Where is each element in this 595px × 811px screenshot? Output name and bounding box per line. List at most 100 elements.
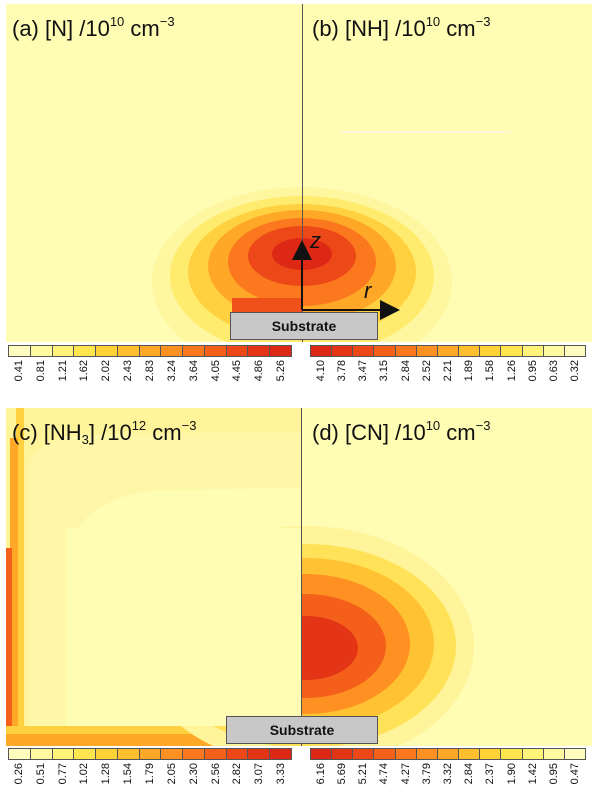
- nh3-bottom-edge-2: [6, 734, 236, 746]
- colorbar-tick-label: 1.21: [56, 360, 69, 382]
- colorbar-cell: [310, 748, 332, 760]
- colorbar-tick: 3.47: [352, 360, 373, 400]
- colorbar-tick-label: 0.47: [569, 763, 582, 785]
- colorbar-tick-label: 2.84: [463, 763, 476, 785]
- panel-b-unit-exp: −3: [475, 14, 491, 29]
- colorbar-tick: 0.77: [52, 763, 74, 803]
- z-axis-label: z: [310, 228, 321, 253]
- colorbar-cell: [51, 345, 74, 357]
- colorbar-cell: [521, 345, 543, 357]
- colorbar-bottom-right: [310, 748, 587, 760]
- colorbar-cell: [479, 345, 501, 357]
- colorbar-cell: [542, 345, 564, 357]
- top-panel-divider: [302, 4, 303, 342]
- colorbar-cell: [95, 748, 117, 760]
- colorbar-cell: [29, 345, 52, 357]
- colorbar-tick-label: 3.15: [378, 360, 391, 382]
- colorbar-top-right: [310, 345, 587, 357]
- colorbar-tick: 0.95: [522, 360, 543, 400]
- panel-d-unit: cm: [440, 420, 476, 445]
- colorbar-tick: 1.90: [501, 763, 522, 803]
- panel-d-title-text: (d) [CN] /10: [312, 420, 426, 445]
- colorbar-top-left: [8, 345, 292, 357]
- colorbar-cell: [8, 345, 30, 357]
- colorbar-tick-label: 4.45: [231, 360, 244, 382]
- colorbar-tick-label: 3.79: [420, 763, 433, 785]
- colorbar-tick: 4.74: [374, 763, 395, 803]
- colorbar-tick: 2.82: [226, 763, 248, 803]
- colorbar-tick-label: 2.52: [420, 360, 433, 382]
- colorbar-tick: 1.21: [52, 360, 74, 400]
- colorbar-cell: [352, 345, 374, 357]
- colorbar-cell: [500, 748, 522, 760]
- colorbar-tick-label: 3.24: [165, 360, 178, 382]
- colorbar-cell: [394, 748, 416, 760]
- colorbar-tick: 2.83: [139, 360, 161, 400]
- colorbar-cell: [415, 345, 437, 357]
- panel-a-title: (a) [N] /1010 cm−3: [12, 14, 175, 42]
- colorbar-cell: [394, 345, 416, 357]
- colorbar-tick-label: 2.43: [122, 360, 135, 382]
- colorbar-tick: 2.21: [437, 360, 458, 400]
- bottom-contour-map: [6, 408, 474, 746]
- colorbar-tick-label: 1.42: [526, 763, 539, 785]
- panel-c-mid: ] /10: [88, 420, 132, 445]
- n-density-substrate-band: [232, 298, 302, 312]
- colorbar-tick: 0.81: [30, 360, 52, 400]
- colorbar-cell: [116, 748, 139, 760]
- colorbar-tick: 3.78: [331, 360, 352, 400]
- colorbar-cell: [269, 345, 292, 357]
- colorbar-tick: 1.54: [117, 763, 139, 803]
- colorbar-cell: [160, 748, 183, 760]
- panel-b-title-text: (b) [NH] /10: [312, 16, 426, 41]
- colorbar-cell: [373, 345, 395, 357]
- colorbar-cell: [331, 748, 353, 760]
- colorbar-tick: 0.41: [8, 360, 30, 400]
- colorbar-tick-label: 4.86: [253, 360, 266, 382]
- colorbar-tick: 6.16: [310, 763, 331, 803]
- colorbar-cell: [331, 345, 353, 357]
- colorbar-tick-label: 3.64: [187, 360, 200, 382]
- colorbar-tick-label: 3.32: [442, 763, 455, 785]
- colorbar-tick-label: 1.26: [505, 360, 518, 382]
- colorbar-tick-label: 4.74: [378, 763, 391, 785]
- colorbar-tick: 0.26: [8, 763, 30, 803]
- colorbar-cell: [182, 748, 204, 760]
- colorbar-cell: [415, 748, 437, 760]
- colorbar-tick-label: 3.33: [275, 763, 288, 785]
- colorbar-tick-label: 4.10: [314, 360, 327, 382]
- colorbar-tick-label: 2.02: [100, 360, 113, 382]
- panel-c-unit-exp: −3: [181, 418, 197, 433]
- colorbar-tick-label: 2.05: [165, 763, 178, 785]
- ticks-bottom-right: 6.16 5.69 5.21 4.74 4.27 3.79 3.32 2.84 2.37 1.90…: [310, 763, 586, 803]
- colorbar-tick-label: 3.78: [335, 360, 348, 382]
- colorbar-tick-label: 5.21: [357, 763, 370, 785]
- colorbar-cell: [436, 748, 459, 760]
- colorbar-tick-label: 2.21: [442, 360, 455, 382]
- nh3-left-edge-3: [6, 548, 12, 746]
- colorbar-cell: [73, 345, 96, 357]
- substrate-top: Substrate: [230, 312, 378, 340]
- colorbar-tick: 1.26: [501, 360, 522, 400]
- bottom-contour-panel: [6, 408, 592, 746]
- colorbar-cell: [310, 345, 332, 357]
- ticks-top-left: 0.41 0.81 1.21 1.62 2.02 2.43 2.83 3.24 3.64 4.05…: [8, 360, 292, 400]
- panel-a-exp: 10: [109, 14, 125, 29]
- colorbar-tick: 4.27: [395, 763, 416, 803]
- colorbar-tick: 1.02: [74, 763, 96, 803]
- colorbar-tick: 4.05: [205, 360, 227, 400]
- colorbar-tick-label: 1.54: [122, 763, 135, 785]
- colorbar-tick: 5.69: [331, 763, 352, 803]
- colorbar-cell: [373, 748, 395, 760]
- colorbar-tick-label: 0.81: [34, 360, 47, 382]
- colorbar-tick-label: 5.26: [275, 360, 288, 382]
- colorbar-cell: [269, 748, 292, 760]
- colorbar-tick-label: 1.28: [100, 763, 113, 785]
- colorbar-tick-label: 6.16: [314, 763, 327, 785]
- colorbar-tick: 0.51: [30, 763, 52, 803]
- colorbar-cell: [247, 345, 270, 357]
- colorbar-tick: 2.05: [161, 763, 183, 803]
- substrate-bottom: Substrate: [226, 716, 378, 744]
- colorbar-cell: [225, 748, 248, 760]
- panel-b-exp: 10: [425, 14, 441, 29]
